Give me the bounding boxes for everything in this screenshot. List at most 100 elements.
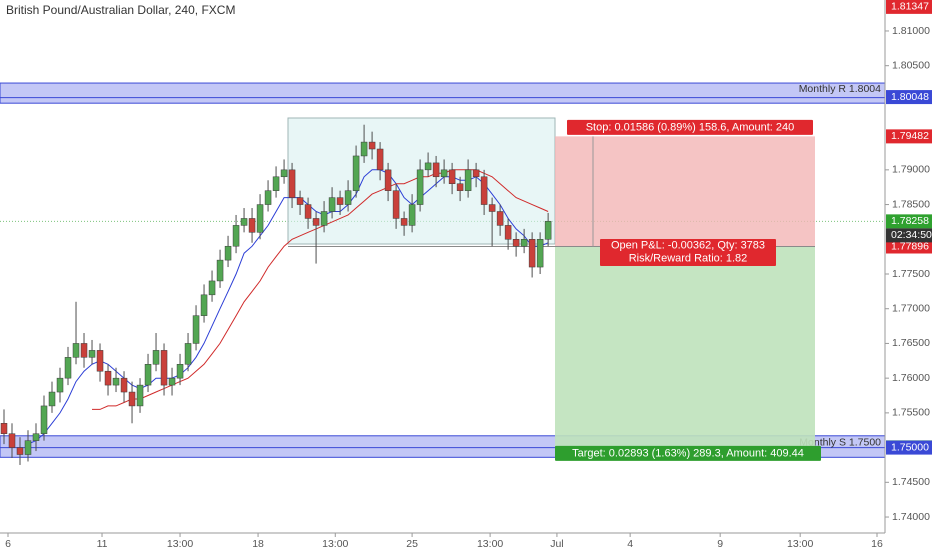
- candle-body: [504, 225, 512, 240]
- candle-body: [536, 239, 544, 268]
- y-tick-label: 1.80500: [892, 59, 930, 71]
- price-label-box: [886, 90, 932, 105]
- price-label: 1.80048: [891, 91, 929, 103]
- candle-body: [448, 169, 456, 184]
- candle-body: [40, 405, 48, 434]
- countdown: 02:34:50: [891, 229, 932, 241]
- price-label-box: [886, 214, 932, 229]
- candle-body: [136, 384, 144, 407]
- target-zone: [555, 246, 815, 448]
- candle-body: [472, 169, 480, 178]
- candle-body: [248, 218, 256, 233]
- moving-average: [27, 169, 549, 445]
- y-tick-label: 1.76000: [892, 372, 930, 384]
- candle-body: [16, 447, 24, 455]
- level-label: Monthly R 1.8004: [799, 83, 881, 95]
- candle-body: [432, 162, 440, 178]
- position-zones: [288, 136, 815, 448]
- stop-label-box: [567, 119, 813, 135]
- candle-body: [120, 377, 128, 393]
- pnl-label-box: [600, 239, 776, 267]
- y-tick-label: 1.77500: [892, 268, 930, 280]
- candle-body: [440, 169, 448, 178]
- candle-body: [168, 377, 176, 386]
- rr-label: Risk/Reward Ratio: 1.82: [629, 252, 748, 264]
- candle-body: [152, 350, 160, 365]
- candle-body: [176, 364, 184, 379]
- candle-body: [488, 204, 496, 212]
- candle-body: [352, 155, 360, 191]
- candle-body: [48, 391, 56, 407]
- candle-body: [256, 204, 264, 233]
- candle-body: [144, 364, 152, 386]
- candle-body: [544, 220, 552, 240]
- position-labels: Stop: 0.01586 (0.89%) 158.6, Amount: 240…: [555, 119, 821, 461]
- candle-body: [520, 239, 528, 247]
- price-label: 1.77896: [891, 240, 929, 252]
- x-tick-label: 13:00: [787, 538, 813, 550]
- candle-body: [384, 169, 392, 191]
- axis-labels: 1.81000 1.80500 1.79000 1.78500 1.77500 1.770…: [5, 0, 932, 550]
- candle-body: [216, 259, 224, 282]
- candle-body: [56, 377, 64, 393]
- moving-averages: [27, 169, 549, 445]
- x-tick-label: 16: [871, 538, 883, 550]
- candle-body: [360, 141, 368, 157]
- price-label-box: [886, 129, 932, 144]
- candle-body: [392, 190, 400, 219]
- candle-body: [224, 245, 232, 261]
- y-tick-label: 1.74000: [892, 511, 930, 523]
- candle-body: [72, 343, 80, 358]
- x-tick-label: 6: [5, 538, 11, 550]
- candle-body: [368, 141, 376, 150]
- stop-label: Stop: 0.01586 (0.89%) 158.6, Amount: 240: [586, 121, 795, 133]
- x-tick-label: 18: [252, 538, 264, 550]
- candle-body: [296, 197, 304, 205]
- y-tick-label: 1.75500: [892, 407, 930, 419]
- candle-body: [96, 350, 104, 372]
- candle-body: [512, 239, 520, 247]
- target-label-box: [555, 445, 821, 461]
- x-tick-label: 9: [717, 538, 723, 550]
- candle-body: [288, 169, 296, 198]
- candle-body: [272, 176, 280, 191]
- candle-body: [184, 343, 192, 365]
- candle-body: [400, 218, 408, 226]
- x-tick-label: 11: [97, 538, 108, 550]
- candle-body: [80, 343, 88, 358]
- x-tick-label: 13:00: [477, 538, 503, 550]
- target-label: Target: 0.02893 (1.63%) 289.3, Amount: 4…: [572, 447, 804, 459]
- candle-body: [376, 148, 384, 171]
- candle-body: [320, 211, 328, 226]
- price-label-box: [886, 239, 932, 254]
- price-label: 1.79482: [891, 130, 929, 142]
- time-axis: [0, 533, 885, 550]
- candle-body: [424, 162, 432, 171]
- candle-body: [496, 211, 504, 226]
- candle-body: [208, 280, 216, 296]
- candle-body: [304, 204, 312, 219]
- candle-body: [24, 440, 32, 455]
- level-label: Monthly S 1.7500: [799, 436, 881, 448]
- candle-body: [104, 370, 112, 386]
- candle-body: [160, 350, 168, 386]
- countdown-box: [886, 228, 932, 243]
- stop-zone: [555, 136, 815, 247]
- candle-body: [232, 225, 240, 247]
- candle-body: [344, 190, 352, 205]
- candle-body: [280, 169, 288, 178]
- candle-body: [456, 183, 464, 191]
- price-label: 1.75000: [891, 441, 929, 453]
- y-tick-label: 1.77000: [892, 302, 930, 314]
- y-tick-label: 1.81000: [892, 25, 930, 37]
- level-band: [0, 82, 886, 104]
- candle-body: [408, 204, 416, 226]
- candle-body: [88, 350, 96, 358]
- candle-body: [264, 190, 272, 205]
- price-label: 1.81347: [891, 1, 929, 13]
- candle-body: [112, 377, 120, 386]
- x-tick-label: 13:00: [167, 538, 193, 550]
- candles: [0, 124, 552, 465]
- y-tick-label: 1.74500: [892, 476, 930, 488]
